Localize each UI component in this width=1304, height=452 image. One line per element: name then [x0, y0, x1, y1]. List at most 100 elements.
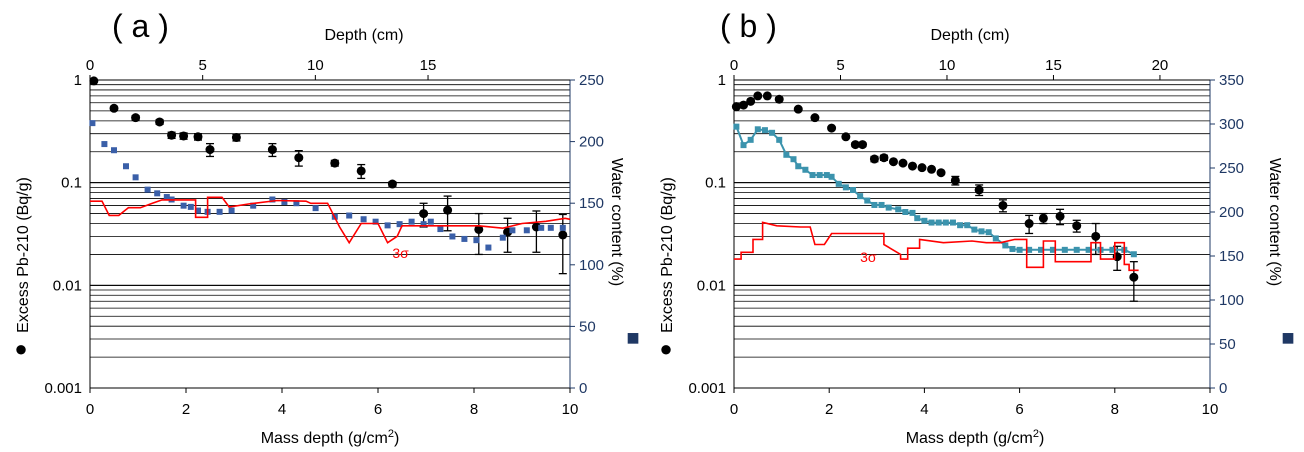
water-point-a: [449, 233, 456, 240]
water-point-a: [293, 200, 300, 207]
pb-point-b: [731, 102, 741, 112]
water-point-a: [360, 216, 367, 223]
x-axis-title-a-end: ): [394, 430, 399, 447]
x-tick-label-a: 2: [182, 401, 190, 418]
water-point-b: [971, 226, 978, 233]
water-point-b: [964, 222, 971, 229]
top-tick-label-a: 15: [420, 57, 437, 74]
water-point-b: [902, 209, 909, 215]
water-point-b: [909, 209, 916, 216]
y-axis-marker-b: ●: [659, 336, 672, 361]
water-point-b: [1061, 246, 1068, 253]
pb-point-b: [974, 185, 984, 195]
water-point-b: [992, 235, 999, 242]
pb-point-b: [936, 168, 946, 178]
sigma-label-a: 3σ: [392, 245, 409, 261]
pb-point-b: [762, 91, 772, 101]
x-tick-label-b: 2: [825, 401, 833, 418]
water-point-b: [885, 204, 892, 211]
x-tick-label-b: 6: [1015, 401, 1023, 418]
water-point-a: [559, 224, 566, 231]
pb-point-a: [89, 76, 99, 86]
water-point-b: [895, 206, 902, 213]
y-axis-title-a: Excess Pb-210 (Bq/g): [15, 177, 32, 333]
pb-point-b: [739, 100, 749, 110]
x-tick-label-a: 8: [470, 401, 478, 418]
x-axis-title-b: Mass depth (g/cm2): [906, 428, 1045, 447]
top-tick-label-a: 0: [86, 57, 94, 74]
top-tick-label-b: 0: [730, 57, 738, 74]
water-point-a: [499, 234, 506, 241]
y2-tick-label-b: 250: [1219, 160, 1244, 177]
x-tick-label-a: 0: [86, 401, 94, 418]
pb-point-a: [179, 131, 189, 141]
pb-point-b: [1129, 272, 1139, 282]
water-point-a: [111, 147, 117, 154]
y-tick-label-a: 1: [74, 72, 82, 89]
water-point-b: [1130, 251, 1137, 258]
y2-tick-label-b: 350: [1219, 72, 1244, 89]
water-point-b: [740, 142, 747, 149]
y-tick-label-a: 0.01: [53, 277, 82, 294]
water-point-b: [1049, 246, 1056, 253]
y2-axis-title-a: Water content (%): [608, 158, 625, 286]
x-tick-label-b: 0: [730, 401, 738, 418]
pb-point-b: [950, 175, 960, 185]
y2-tick-label-b: 200: [1219, 204, 1244, 221]
water-point-b: [802, 166, 809, 173]
water-point-a: [312, 205, 319, 212]
water-point-b: [783, 151, 790, 158]
y-tick-label-b: 1: [718, 72, 726, 89]
pb-point-b: [998, 200, 1008, 210]
water-point-a: [509, 227, 516, 234]
water-point-b: [790, 156, 797, 163]
y-axis-marker-a: ●: [14, 336, 27, 361]
x-axis-title-a-main: Mass depth (g/cm: [261, 430, 388, 447]
top-tick-label-b: 20: [1152, 57, 1169, 74]
water-point-a: [485, 244, 492, 251]
x-axis-title-a-sup: 2: [388, 428, 394, 440]
water-point-a: [269, 196, 276, 203]
water-point-a: [346, 212, 353, 219]
water-point-b: [754, 126, 761, 133]
water-point-b: [921, 217, 928, 224]
pb-point-a: [231, 133, 241, 143]
y2-tick-label-a: 250: [579, 72, 604, 89]
water-point-b: [878, 201, 885, 208]
pb-point-b: [869, 154, 879, 164]
pb-point-b: [793, 104, 803, 114]
x-axis-title-b-main: Mass depth (g/cm: [906, 430, 1033, 447]
pb-point-b: [1072, 221, 1082, 231]
water-point-b: [942, 219, 949, 226]
x-axis-title-b-end: ): [1039, 430, 1044, 447]
sigma-line-a: [90, 196, 571, 245]
water-point-a: [216, 208, 223, 215]
water-point-a: [538, 224, 545, 231]
water-point-b: [871, 201, 878, 208]
top-tick-label-a: 5: [199, 57, 207, 74]
water-point-a: [437, 226, 444, 233]
y-tick-label-a: 0.1: [61, 175, 82, 192]
water-point-b: [957, 222, 964, 229]
y2-tick-label-b: 100: [1219, 292, 1244, 309]
water-point-b: [809, 172, 816, 179]
water-point-a: [523, 227, 530, 234]
pb-point-a: [131, 113, 141, 123]
water-point-b: [747, 136, 754, 143]
water-point-a: [384, 222, 391, 229]
water-point-a: [250, 202, 257, 209]
pb-point-b: [879, 153, 889, 163]
pb-point-a: [193, 132, 203, 142]
pb-point-b: [927, 164, 937, 174]
x-axis-title-b-sup: 2: [1033, 428, 1039, 440]
water-point-a: [163, 194, 170, 201]
water-point-a: [195, 207, 201, 214]
y2-tick-label-a: 150: [579, 195, 604, 212]
water-point-a: [427, 218, 434, 225]
water-point-b: [1026, 246, 1033, 253]
y2-tick-label-b: 300: [1219, 116, 1244, 133]
water-point-a: [228, 207, 235, 214]
